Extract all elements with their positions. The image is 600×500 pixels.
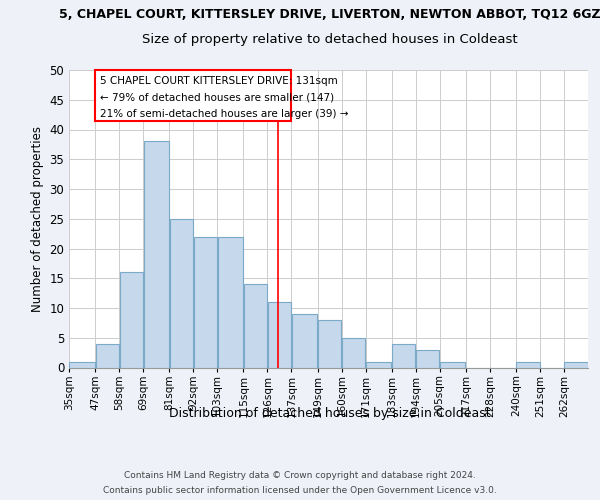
Text: Contains HM Land Registry data © Crown copyright and database right 2024.: Contains HM Land Registry data © Crown c…: [124, 471, 476, 480]
Text: 5 CHAPEL COURT KITTERSLEY DRIVE: 131sqm: 5 CHAPEL COURT KITTERSLEY DRIVE: 131sqm: [100, 76, 337, 86]
Text: Size of property relative to detached houses in Coldeast: Size of property relative to detached ho…: [142, 32, 518, 46]
Bar: [218, 236, 243, 368]
Bar: [416, 350, 439, 368]
Bar: [392, 344, 415, 367]
Bar: [143, 142, 169, 368]
Bar: [292, 314, 317, 368]
Bar: [517, 362, 539, 368]
Bar: [95, 344, 119, 367]
Bar: [440, 362, 466, 368]
FancyBboxPatch shape: [95, 70, 292, 120]
Bar: [119, 272, 143, 368]
Text: 21% of semi-detached houses are larger (39) →: 21% of semi-detached houses are larger (…: [100, 108, 348, 118]
Text: 5, CHAPEL COURT, KITTERSLEY DRIVE, LIVERTON, NEWTON ABBOT, TQ12 6GZ: 5, CHAPEL COURT, KITTERSLEY DRIVE, LIVER…: [59, 8, 600, 20]
Text: ← 79% of detached houses are smaller (147): ← 79% of detached houses are smaller (14…: [100, 92, 334, 102]
Bar: [194, 236, 217, 368]
Bar: [70, 362, 95, 368]
Text: Distribution of detached houses by size in Coldeast: Distribution of detached houses by size …: [169, 408, 491, 420]
Text: Contains public sector information licensed under the Open Government Licence v3: Contains public sector information licen…: [103, 486, 497, 495]
Bar: [318, 320, 341, 368]
Bar: [170, 219, 193, 368]
Bar: [366, 362, 391, 368]
Bar: [342, 338, 365, 368]
Bar: [268, 302, 291, 368]
Bar: [565, 362, 587, 368]
Y-axis label: Number of detached properties: Number of detached properties: [31, 126, 44, 312]
Bar: [244, 284, 267, 368]
